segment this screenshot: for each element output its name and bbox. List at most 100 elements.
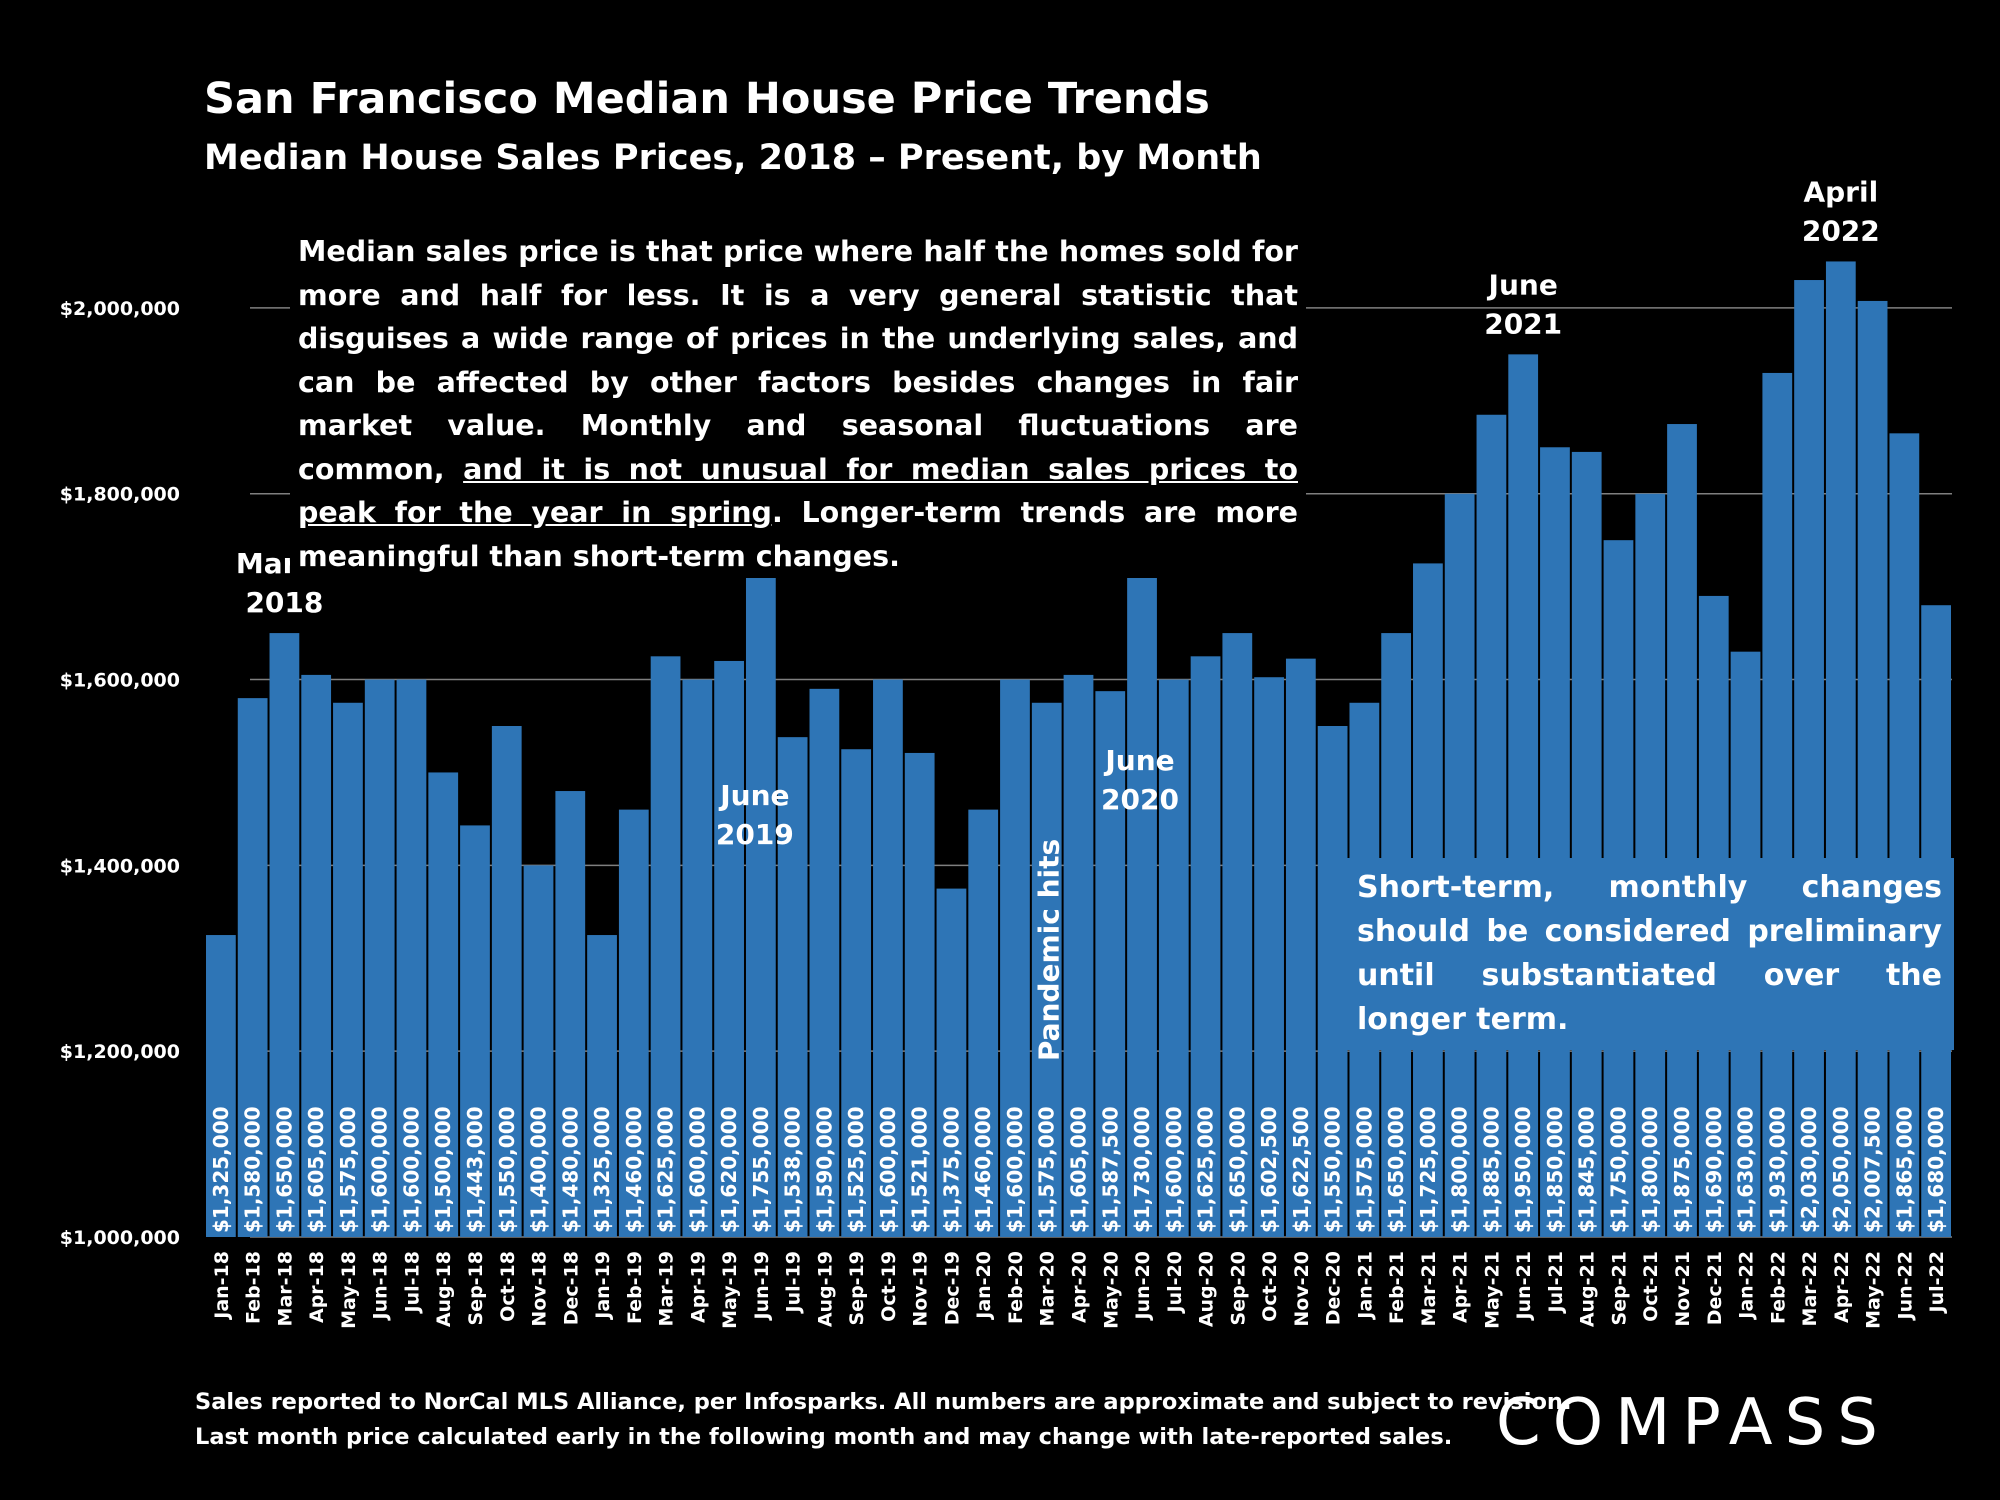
x-tick-label: May-18 — [338, 1251, 360, 1329]
bar-value-label: $1,375,000 — [939, 1106, 963, 1233]
bar-value-label: $1,600,000 — [1162, 1106, 1186, 1233]
bar-value-label: $1,325,000 — [590, 1106, 614, 1233]
bar-value-label: $1,800,000 — [1638, 1106, 1662, 1233]
bar — [841, 749, 872, 1237]
bar-value-label: $1,400,000 — [527, 1106, 551, 1233]
bar-value-label: $1,575,000 — [1352, 1106, 1376, 1233]
bar-value-label: $1,480,000 — [558, 1106, 582, 1233]
x-tick-label: Apr-18 — [306, 1251, 328, 1323]
x-tick-label: Aug-20 — [1196, 1251, 1218, 1327]
bar-value-label: $1,550,000 — [1321, 1106, 1345, 1233]
x-tick-label: Aug-21 — [1577, 1251, 1599, 1327]
bar-value-label: $1,521,000 — [908, 1106, 932, 1233]
bar-value-label: $1,690,000 — [1702, 1106, 1726, 1233]
annotation-line: June — [1487, 268, 1558, 301]
annotation-line: June — [718, 779, 789, 812]
bar-value-label: $1,625,000 — [1194, 1106, 1218, 1233]
x-tick-label: Feb-21 — [1386, 1251, 1408, 1324]
bar — [333, 702, 363, 1237]
bar-value-label: $1,538,000 — [781, 1106, 805, 1233]
bar-value-label: $1,580,000 — [241, 1106, 265, 1233]
bar-value-label: $1,650,000 — [272, 1106, 296, 1233]
x-tick-label: Feb-18 — [243, 1251, 265, 1324]
note-text-underlined: and it is not unusual for median sales p… — [298, 452, 1298, 530]
x-tick-label: Dec-20 — [1323, 1251, 1345, 1325]
bar — [460, 825, 490, 1237]
bar — [301, 674, 332, 1237]
bar-value-label: $1,800,000 — [1448, 1106, 1472, 1233]
x-tick-label: Jun-19 — [751, 1251, 773, 1321]
bar-value-label: $1,575,000 — [336, 1106, 360, 1233]
x-tick-label: Feb-19 — [624, 1251, 646, 1324]
annotation-line: April — [1803, 175, 1878, 208]
annotation-label: April 2022 — [1802, 175, 1880, 247]
x-tick-label: Jan-19 — [592, 1251, 614, 1321]
explanation-note: Median sales price is that price where h… — [290, 230, 1306, 578]
bar-value-label: $1,650,000 — [1225, 1106, 1249, 1233]
bar — [1571, 451, 1602, 1237]
bar — [1794, 280, 1824, 1237]
bar — [1190, 656, 1221, 1237]
x-tick-label: Jan-20 — [973, 1251, 995, 1321]
annotation-line: 2020 — [1101, 783, 1179, 816]
x-tick-label: Dec-18 — [560, 1251, 582, 1325]
bar-value-label: $1,460,000 — [971, 1106, 995, 1233]
bar-value-label: $1,600,000 — [876, 1106, 900, 1233]
bar-value-label: $1,630,000 — [1734, 1106, 1758, 1233]
x-tick-label: Jun-18 — [370, 1251, 392, 1321]
x-tick-label: Nov-19 — [910, 1251, 932, 1327]
bar — [555, 791, 586, 1237]
y-tick-label: $1,600,000 — [60, 670, 180, 692]
x-tick-label: Nov-21 — [1672, 1251, 1694, 1327]
bar — [396, 679, 427, 1237]
bar-value-label: $2,007,500 — [1861, 1106, 1885, 1233]
bar-value-label: $1,605,000 — [1067, 1106, 1091, 1233]
bar-value-label: $1,575,000 — [1035, 1106, 1059, 1233]
bar-value-label: $1,605,000 — [304, 1106, 328, 1233]
bar-value-label: $1,620,000 — [717, 1106, 741, 1233]
chart-title: San Francisco Median House Price Trends — [204, 74, 1210, 124]
bar — [873, 679, 903, 1237]
bar — [714, 660, 744, 1237]
bar — [1857, 300, 1888, 1237]
bar-value-label: $1,325,000 — [209, 1106, 233, 1233]
bar-value-label: $1,845,000 — [1575, 1106, 1599, 1233]
x-tick-label: Feb-22 — [1767, 1251, 1789, 1324]
x-tick-label: Jul-18 — [401, 1251, 423, 1314]
annotation-line: June — [1103, 744, 1174, 777]
bar — [1095, 691, 1126, 1237]
x-tick-label: Aug-19 — [814, 1251, 836, 1327]
bar — [1540, 447, 1570, 1238]
x-tick-label: Jul-19 — [783, 1251, 805, 1314]
bar-value-label: $1,950,000 — [1511, 1106, 1535, 1233]
annotation-label: June 2020 — [1101, 744, 1179, 816]
bar-value-label: $1,680,000 — [1924, 1106, 1948, 1233]
x-tick-label: Jun-20 — [1132, 1251, 1154, 1321]
x-tick-label: Sep-19 — [846, 1251, 868, 1326]
bar-value-label: $1,865,000 — [1892, 1106, 1916, 1233]
bar — [1031, 702, 1062, 1237]
x-tick-label: Jun-22 — [1894, 1251, 1916, 1321]
note-text-before: Median sales price is that price where h… — [298, 235, 1298, 486]
x-tick-label: May-22 — [1863, 1251, 1885, 1329]
bar — [1000, 679, 1030, 1237]
bar-value-label: $1,650,000 — [1384, 1106, 1408, 1233]
bar — [1158, 679, 1189, 1237]
x-tick-label: Feb-20 — [1005, 1251, 1027, 1324]
footer-line-1: Sales reported to NorCal MLS Alliance, p… — [195, 1389, 1572, 1415]
bar — [364, 679, 395, 1237]
x-tick-label: Nov-20 — [1291, 1251, 1313, 1327]
annotation-label: June 2021 — [1484, 268, 1562, 340]
bar — [1285, 658, 1316, 1237]
bar-value-label: $1,600,000 — [685, 1106, 709, 1233]
bar — [618, 809, 649, 1237]
footer-line-2: Last month price calculated early in the… — [195, 1424, 1453, 1450]
x-tick-label: Mar-19 — [656, 1251, 678, 1326]
x-tick-label: Apr-20 — [1069, 1251, 1091, 1323]
bar-value-label: $1,600,000 — [399, 1106, 423, 1233]
x-tick-label: Oct-20 — [1259, 1251, 1281, 1322]
bar-value-label: $1,443,000 — [463, 1106, 487, 1233]
bar-value-label: $1,587,500 — [1098, 1106, 1122, 1233]
